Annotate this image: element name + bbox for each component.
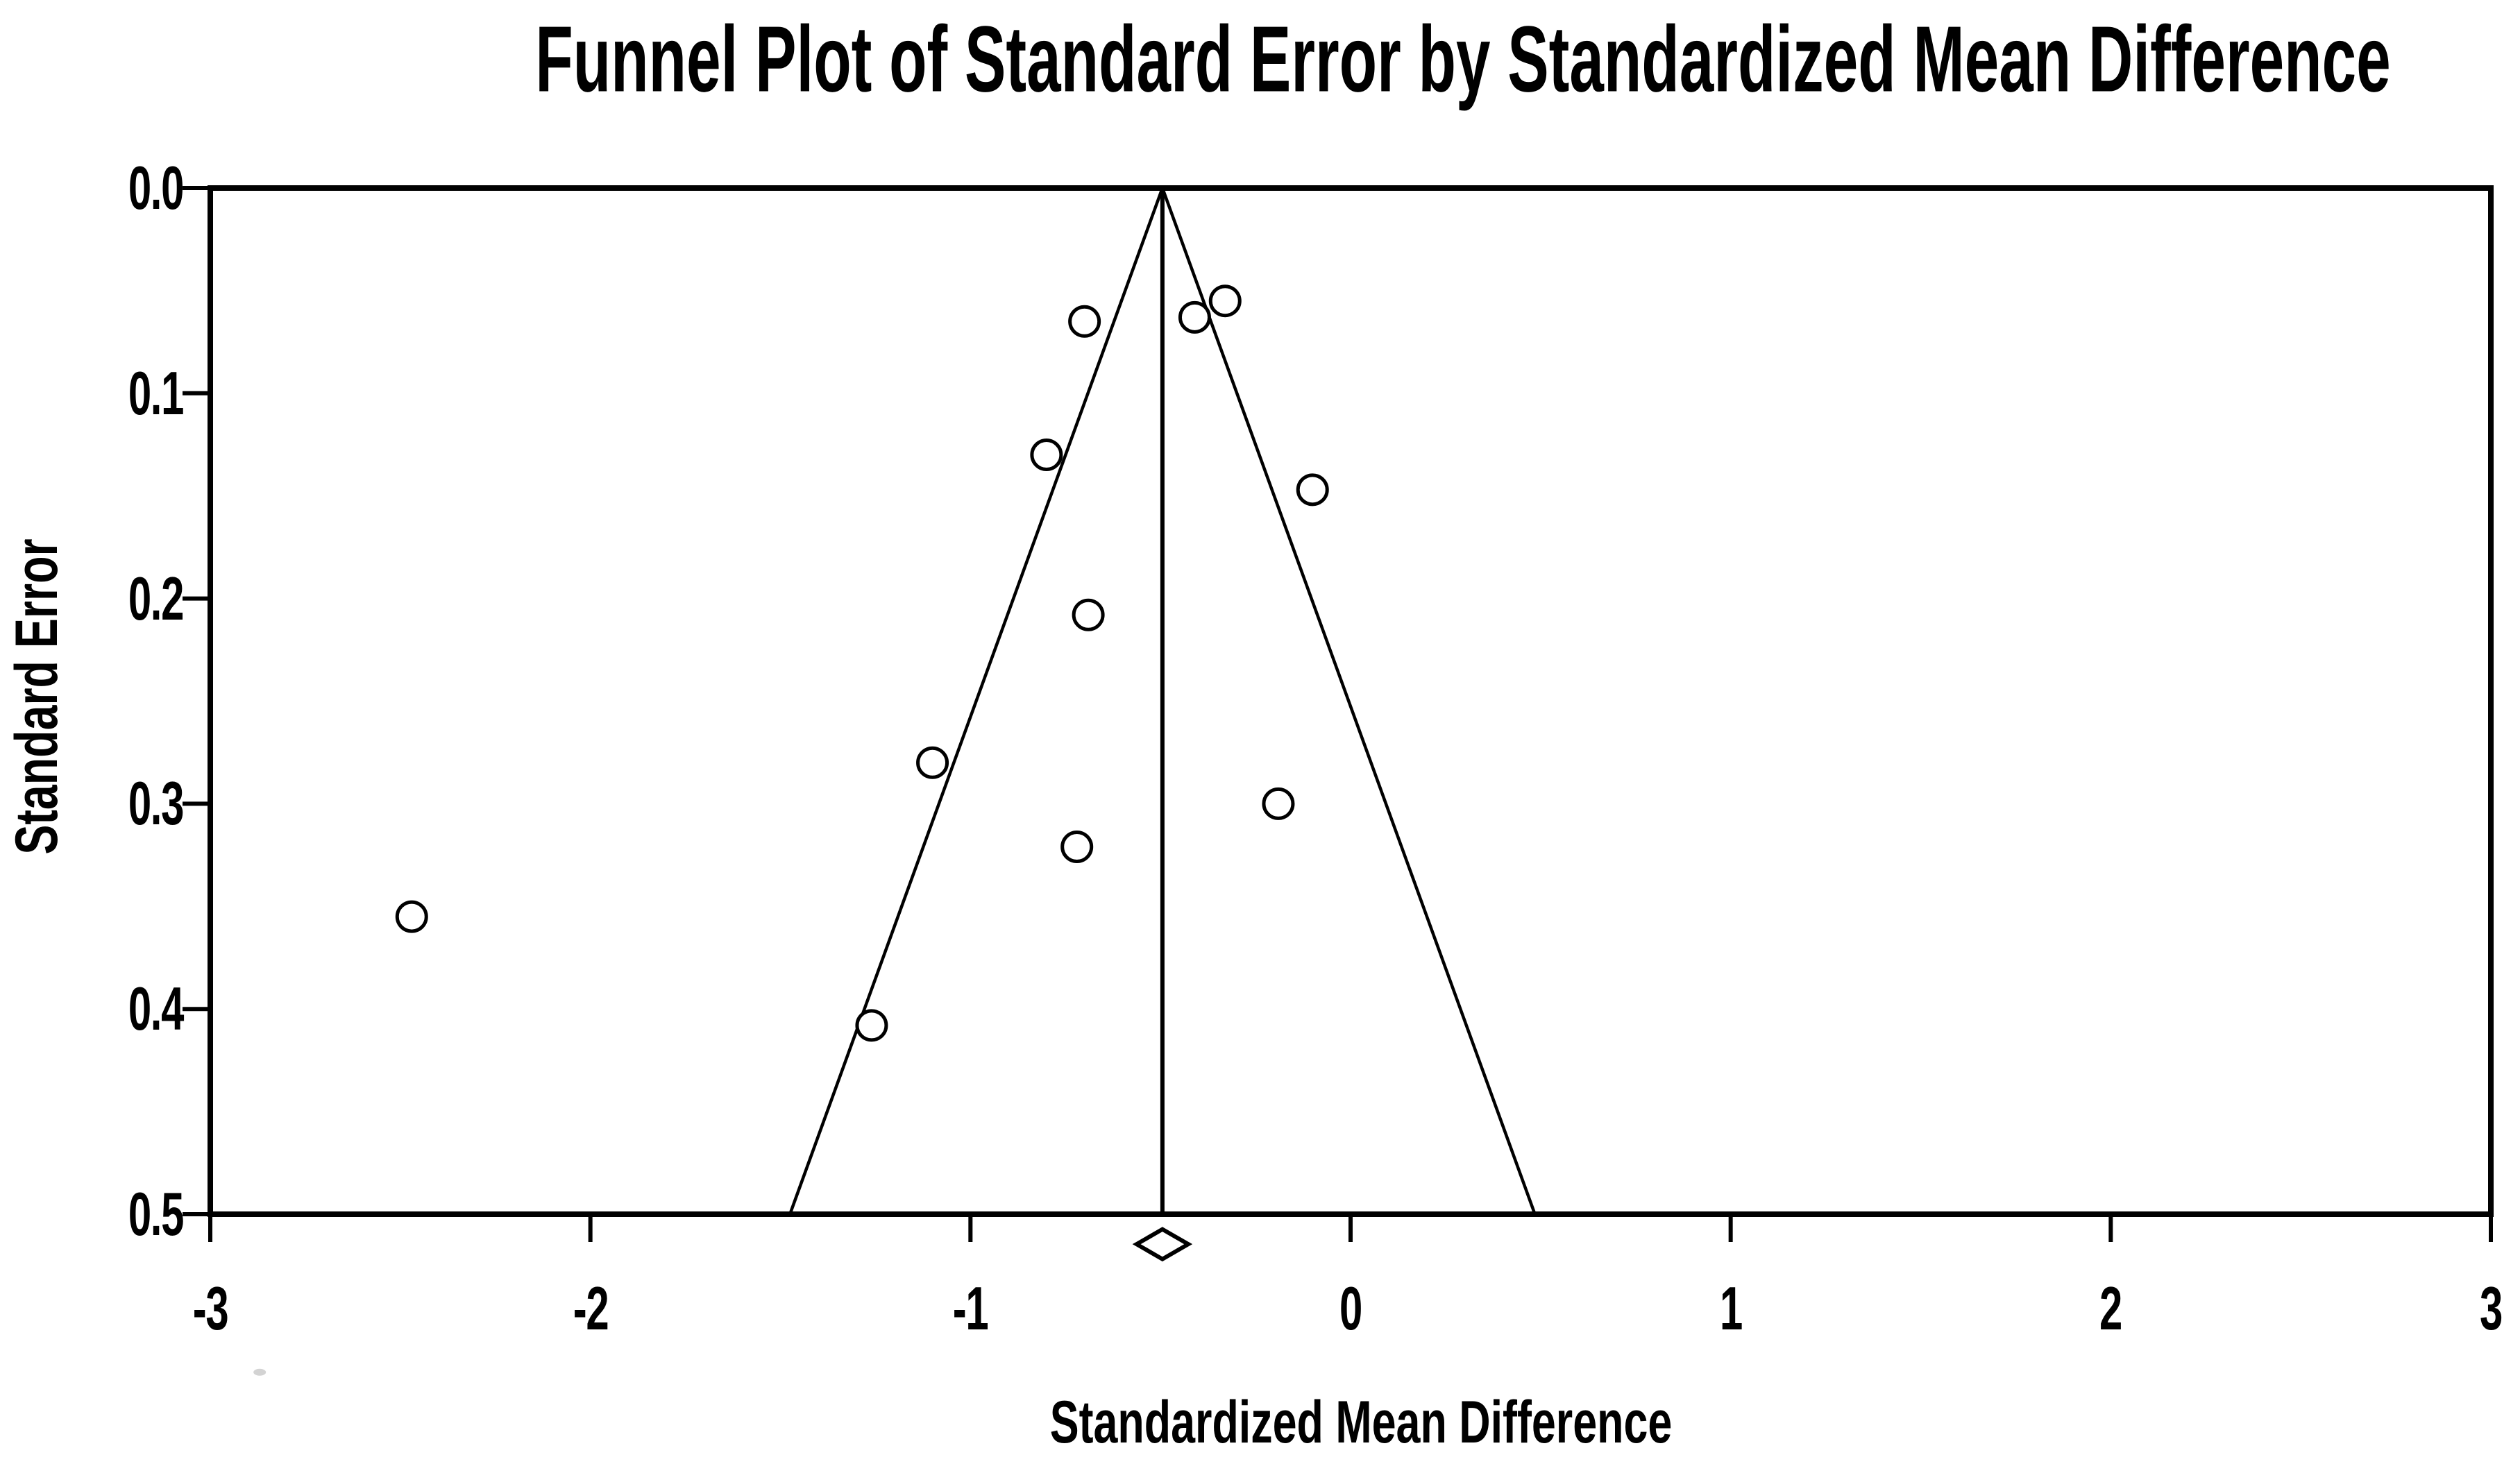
x-tick-label-text: -2	[573, 1274, 609, 1343]
x-tick-label: -3	[185, 1278, 236, 1339]
data-point-circle	[1262, 787, 1295, 820]
stray-mark	[253, 1368, 267, 1376]
y-tick-label: 0.2	[103, 563, 184, 633]
x-tick-label: -2	[565, 1278, 616, 1339]
x-tick-label-text: 3	[2480, 1274, 2503, 1343]
data-point-circle	[855, 1009, 888, 1042]
y-tick-label-text: 0.0	[128, 153, 184, 222]
pooled-estimate-diamond	[1132, 1227, 1193, 1262]
funnel-right-boundary-line	[1160, 187, 1537, 1215]
data-point-circle	[1178, 300, 1211, 334]
x-axis-title-wrap: Standardized Mean Difference	[935, 1393, 1787, 1452]
plot-frame	[208, 185, 2494, 1217]
x-tick-label-text: -3	[192, 1274, 229, 1343]
x-tick-label-text: 0	[1339, 1274, 1362, 1343]
y-tick-label-text: 0.1	[128, 358, 184, 427]
y-tick-label: 0.1	[103, 358, 184, 427]
data-point-circle	[1208, 284, 1242, 318]
y-tick-label-text: 0.3	[128, 769, 184, 838]
x-tick-label: 1	[1714, 1278, 1747, 1339]
y-tick-label: 0.0	[103, 153, 184, 222]
x-tick-label-text: 2	[2099, 1274, 2122, 1343]
x-tick-label: 3	[2475, 1278, 2508, 1339]
data-point-circle	[1296, 473, 1329, 507]
chart-title-wrap: Funnel Plot of Standard Error by Standar…	[58, 12, 2520, 106]
x-tick-label: 0	[1335, 1278, 1367, 1339]
y-tick-label: 0.3	[103, 769, 184, 838]
data-point-circle	[1072, 598, 1105, 631]
y-tick-label: 0.4	[103, 974, 184, 1044]
y-axis-title: Standard Error	[3, 538, 70, 855]
x-tick-label: 2	[2095, 1278, 2127, 1339]
x-tick-label-text: -1	[953, 1274, 989, 1343]
funnel-left-boundary-line	[788, 187, 1165, 1215]
y-tick-label-text: 0.4	[128, 974, 184, 1044]
y-tick-label-text: 0.2	[128, 563, 184, 633]
y-axis-title-wrap: Standard Error	[3, 486, 70, 908]
x-axis-title: Standardized Mean Difference	[1049, 1389, 1673, 1456]
chart-title: Funnel Plot of Standard Error by Standar…	[535, 6, 2391, 112]
data-point-circle	[916, 746, 949, 779]
x-tick-label-text: 1	[1719, 1274, 1743, 1343]
x-tick-label: -1	[945, 1278, 996, 1339]
y-tick-label: 0.5	[103, 1180, 184, 1248]
data-point-circle	[395, 900, 428, 933]
data-point-circle	[1068, 305, 1101, 338]
y-tick-label-text: 0.5	[128, 1180, 184, 1248]
data-point-circle	[1060, 831, 1094, 864]
data-point-circle	[1030, 439, 1063, 472]
